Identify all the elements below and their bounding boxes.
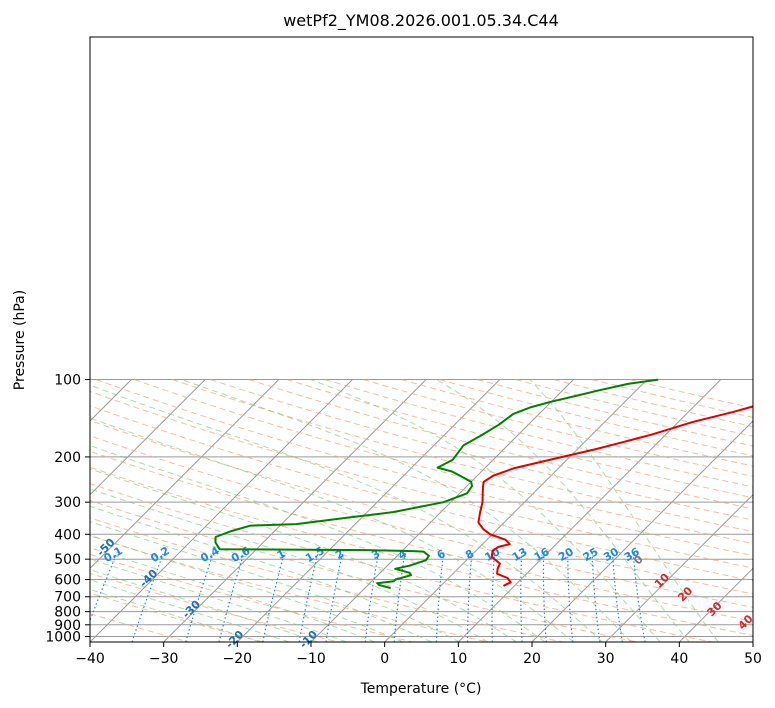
isotherm-line <box>384 379 648 642</box>
y-tick-label: 500 <box>54 552 81 568</box>
y-axis-label: Pressure (hPa) <box>12 290 28 390</box>
dewpoint-profile <box>214 378 659 590</box>
y-tick-label: 100 <box>54 373 81 389</box>
dry-adiabat-line <box>96 379 753 557</box>
moist-adiabat-line <box>90 521 432 642</box>
dry-adiabat-line <box>286 379 753 499</box>
moist-adiabat-line <box>90 547 375 642</box>
isotherm-line <box>236 379 501 642</box>
data-profiles <box>214 378 753 590</box>
moist-adiabat-line <box>90 417 574 642</box>
dry-adiabat-line <box>90 499 638 642</box>
background-lines <box>90 379 753 642</box>
x-tick-label: 0 <box>380 651 389 667</box>
dry-adiabat-line <box>324 379 753 488</box>
y-tick-label: 1000 <box>45 630 81 646</box>
moist-adiabat-line <box>90 445 546 642</box>
dry-adiabat-line <box>90 535 488 642</box>
x-tick-label: 20 <box>523 651 541 667</box>
moist-adiabat-line <box>90 505 460 642</box>
dry-adiabat-line <box>90 419 753 595</box>
moist-adiabat-line <box>90 384 603 642</box>
moist-adiabat-line <box>90 558 347 642</box>
x-tick-label: 40 <box>670 651 688 667</box>
dry-adiabat-line <box>90 405 753 582</box>
mixing-ratio-line <box>611 552 623 642</box>
mixing-ratio-line <box>491 552 496 642</box>
y-tick-label: 300 <box>54 495 81 511</box>
moist-adiabat-line <box>90 534 404 642</box>
mixing-ratio-line <box>520 552 523 642</box>
y-tick-label: 700 <box>54 590 81 606</box>
y-tick-label: 200 <box>54 450 81 466</box>
x-tick-label: −10 <box>296 651 326 667</box>
dry-adiabat-line <box>90 613 189 642</box>
dry-adiabat-line <box>90 553 414 642</box>
mixing-ratio-line <box>131 552 165 642</box>
x-axis-label: Temperature (°C) <box>360 681 482 697</box>
moist-adiabat-line <box>90 468 517 642</box>
chart-title: wetPf2_YM08.2026.001.05.34.C44 <box>283 11 559 31</box>
moist-adiabat-line <box>181 379 632 642</box>
isotherm-line <box>163 379 427 642</box>
mixing-ratio-line <box>542 552 547 642</box>
mixing-ratio-line <box>298 552 319 642</box>
mixing-ratio-line <box>218 552 245 642</box>
isotherm-line <box>90 379 206 496</box>
mixing-ratio-line <box>466 552 473 642</box>
mixing-ratio-line <box>364 552 380 642</box>
y-tick-label: 600 <box>54 573 81 589</box>
x-tick-label: −40 <box>75 651 105 667</box>
moist-adiabat-line <box>90 579 290 642</box>
isotherm-line <box>605 493 753 642</box>
moist-adiabat-line <box>90 569 318 642</box>
y-tick-label: 900 <box>54 618 81 634</box>
temperature-profile <box>477 405 753 587</box>
moist-adiabat-line <box>310 379 661 642</box>
moist-adiabat-line <box>436 379 690 642</box>
mixing-ratio-line <box>435 552 445 642</box>
moist-adiabat-line <box>90 588 261 642</box>
mixing-ratio-line <box>262 552 286 642</box>
isotherm-line <box>678 567 753 642</box>
mixing-ratio-line <box>632 552 646 642</box>
isotherm-line <box>90 379 353 642</box>
isotherm-line <box>90 379 280 570</box>
dry-adiabat-line <box>90 592 264 642</box>
axes-ticks: −40 −30 −20 −10 0 10 20 30 40 50 100 200 300 400 500 60… <box>45 373 762 667</box>
plot-frame <box>89 36 754 643</box>
y-tick-label: 400 <box>54 527 81 543</box>
mixing-ratio-line <box>325 552 344 642</box>
mixing-ratio-line <box>393 552 406 642</box>
dry-adiabat-line <box>90 435 753 608</box>
x-tick-label: 30 <box>597 651 615 667</box>
dry-adiabat-line <box>248 379 753 510</box>
x-tick-label: 50 <box>744 651 762 667</box>
mixing-ratio-line <box>591 552 601 642</box>
x-tick-label: −30 <box>149 651 179 667</box>
y-tick-label: 800 <box>54 605 81 621</box>
x-tick-label: −20 <box>223 651 253 667</box>
mixing-ratio-line <box>567 552 574 642</box>
x-tick-label: 10 <box>449 651 467 667</box>
dry-adiabat-line <box>90 466 753 636</box>
dry-adiabat-line <box>90 390 753 569</box>
isotherm-line <box>457 379 722 642</box>
moist-adiabat-line <box>529 379 719 642</box>
